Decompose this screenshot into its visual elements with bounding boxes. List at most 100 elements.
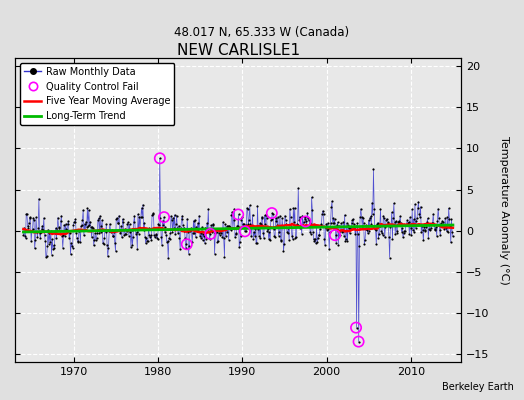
Point <box>359 214 367 221</box>
Point <box>90 242 98 249</box>
Point <box>70 219 78 226</box>
Point <box>146 232 155 238</box>
Point <box>180 228 188 235</box>
Point <box>61 221 70 227</box>
Point <box>362 222 370 228</box>
Point <box>333 222 341 228</box>
Point <box>364 230 372 236</box>
Point <box>162 231 170 238</box>
Point <box>352 223 360 230</box>
Point <box>410 229 419 236</box>
Point <box>342 236 350 242</box>
Point <box>365 228 374 234</box>
Point <box>385 234 393 240</box>
Point <box>276 212 284 219</box>
Point <box>20 225 28 231</box>
Point <box>104 245 113 252</box>
Point <box>440 223 448 230</box>
Point <box>95 230 104 236</box>
Point <box>425 220 434 227</box>
Point <box>40 232 49 238</box>
Point <box>228 225 237 231</box>
Point <box>155 222 163 229</box>
Point <box>343 238 352 244</box>
Point <box>290 218 298 225</box>
Point <box>104 253 112 260</box>
Point <box>172 212 181 219</box>
Point <box>205 229 213 236</box>
Point <box>234 211 243 218</box>
Point <box>351 231 359 237</box>
Point <box>215 230 223 236</box>
Point <box>327 204 335 210</box>
Point <box>314 231 323 238</box>
Point <box>188 239 196 246</box>
Point <box>63 227 71 234</box>
Point <box>281 216 290 223</box>
Point <box>66 230 74 236</box>
Point <box>69 245 77 251</box>
Point <box>357 213 366 220</box>
Point <box>153 235 161 241</box>
Point <box>438 218 446 224</box>
Point <box>442 225 450 231</box>
Point <box>296 225 304 231</box>
Point <box>163 238 172 244</box>
Point <box>196 229 205 236</box>
Point <box>166 230 174 236</box>
Point <box>137 214 145 220</box>
Point <box>275 233 283 239</box>
Point <box>358 223 366 230</box>
Point <box>195 212 203 219</box>
Point <box>411 225 420 231</box>
Point <box>19 232 28 238</box>
Point <box>150 232 158 238</box>
Point <box>129 234 137 241</box>
Point <box>273 221 281 228</box>
Point <box>147 237 156 243</box>
Point <box>143 238 151 244</box>
Point <box>181 234 189 241</box>
Point <box>275 229 283 235</box>
Point <box>429 211 438 217</box>
Point <box>401 228 409 234</box>
Point <box>185 242 193 249</box>
Point <box>393 230 401 236</box>
Point <box>193 228 201 234</box>
Point <box>206 231 214 237</box>
Point <box>207 222 215 228</box>
Point <box>68 243 76 249</box>
Point <box>259 235 268 241</box>
Point <box>234 211 243 218</box>
Point <box>30 216 38 223</box>
Point <box>249 235 257 242</box>
Point <box>304 214 312 221</box>
Point <box>265 236 273 242</box>
Point <box>305 220 314 226</box>
Point <box>108 233 117 239</box>
Point <box>29 215 37 221</box>
Point <box>316 222 325 228</box>
Point <box>270 233 279 240</box>
Point <box>76 239 84 246</box>
Point <box>312 223 321 230</box>
Point <box>178 212 187 219</box>
Point <box>263 227 271 234</box>
Point <box>448 228 456 235</box>
Point <box>79 207 88 213</box>
Point <box>405 219 413 225</box>
Point <box>187 225 195 232</box>
Point <box>376 223 384 230</box>
Point <box>108 226 116 233</box>
Point <box>115 212 123 219</box>
Point <box>201 240 209 246</box>
Point <box>357 206 365 212</box>
Point <box>449 233 457 240</box>
Point <box>431 226 440 232</box>
Point <box>253 240 261 246</box>
Point <box>309 229 317 236</box>
Point <box>367 221 376 227</box>
Point <box>191 216 199 223</box>
Point <box>341 212 349 218</box>
Point <box>71 216 80 222</box>
